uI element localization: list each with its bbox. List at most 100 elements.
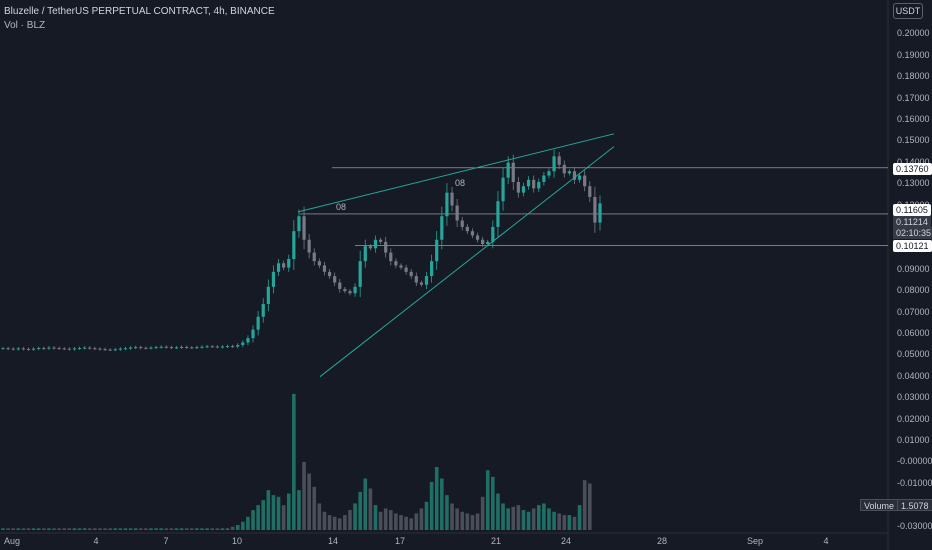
candle-body [103,349,106,350]
volume-bar [251,510,255,530]
candle-body [241,342,244,345]
candle-body [190,347,193,348]
volume-bar [52,528,56,530]
candle-body [282,263,285,267]
candle-body [302,216,305,240]
candle-body [216,347,219,348]
candle-body [425,276,428,285]
volume-bar [363,479,367,530]
candle-body [517,182,520,193]
date-tick-label: 14 [328,536,338,546]
candle-body [420,283,423,285]
trendlines [298,134,614,377]
volume-bar [481,497,485,530]
volume-bar [149,528,153,530]
candle-body [246,338,249,342]
candle-body [461,220,464,226]
volume-bar [200,528,204,530]
volume-bar [415,513,419,530]
volume-bar [302,462,306,530]
volume-bar [389,510,393,530]
date-tick-label: 24 [561,536,571,546]
date-tick-label: 7 [163,536,168,546]
volume-bar [124,528,128,530]
candle-body [52,348,55,349]
volume-bar [241,522,245,530]
candle-body [272,272,275,287]
symbol-title[interactable]: Bluzelle / TetherUS PERPETUAL CONTRACT, … [4,6,275,17]
volume-indicator-label[interactable]: Vol · BLZ [4,20,45,31]
price-tick-label: 0.06000 [897,328,930,338]
candle-body [333,276,336,282]
price-tick-label: 0.16000 [897,114,930,124]
candle-body [450,193,453,206]
price-tick-label: 0.19000 [897,50,930,60]
candle-body [144,348,147,349]
candle-body [251,330,254,339]
candle-body [88,348,91,349]
volume-bar [93,528,97,530]
candle-body [394,261,397,265]
volume-bar [282,505,286,530]
candle-body [343,289,346,291]
volume-bar [440,479,444,530]
candle-body [338,283,341,289]
volume-bar [47,528,51,530]
candle-body [456,206,459,221]
volume-bar [159,528,163,530]
candle-body [435,240,438,261]
volume-bar [256,505,260,530]
volume-bar [205,528,209,530]
candle-body [353,287,356,293]
candle-body [364,246,367,261]
volume-bar [374,505,378,530]
candle-body [323,265,326,271]
volume-bar [297,490,301,530]
candle-body [430,261,433,276]
candle-body [93,348,96,349]
volume-bar [501,503,505,530]
volume-bar [164,528,168,530]
volume-bars [1,394,591,530]
candle-body [68,349,71,350]
volume-bar [369,489,373,531]
candle-body [200,347,203,348]
volume-bar [328,515,332,530]
volume-legend-name: Volume [860,499,897,511]
price-tick-label: 0.18000 [897,71,930,81]
candle-body [537,182,540,188]
candle-body [195,347,198,348]
volume-bar [583,480,587,530]
volume-bar [73,528,77,530]
candle-body [512,163,515,182]
volume-bar [216,528,220,530]
currency-button[interactable]: USDT [893,3,923,19]
candle-body [399,265,402,267]
volume-bar [450,503,454,530]
candle-body [563,165,566,174]
volume-bar [226,528,230,530]
candle-body [58,348,61,349]
volume-bar [292,394,296,530]
candle-body [134,347,137,348]
volume-bar [588,484,592,530]
price-tick-label: 0.15000 [897,135,930,145]
price-tick-label: 0.20000 [897,28,930,38]
volume-bar [246,517,250,530]
candle-body [593,197,596,223]
volume-bar [17,528,21,530]
price-tick-label: 0.04000 [897,371,930,381]
date-tick-label: Aug [4,536,20,546]
candle-body [568,171,571,173]
volume-bar [27,528,31,530]
volume-legend[interactable]: Volume 1.5078 [860,499,932,511]
candle-body [588,186,591,197]
volume-bar [195,528,199,530]
candle-body [491,227,494,242]
date-tick-label: 4 [93,536,98,546]
volume-bar [491,477,495,530]
volume-bar [144,528,148,530]
volume-bar [542,503,546,530]
candle-body [180,347,183,348]
